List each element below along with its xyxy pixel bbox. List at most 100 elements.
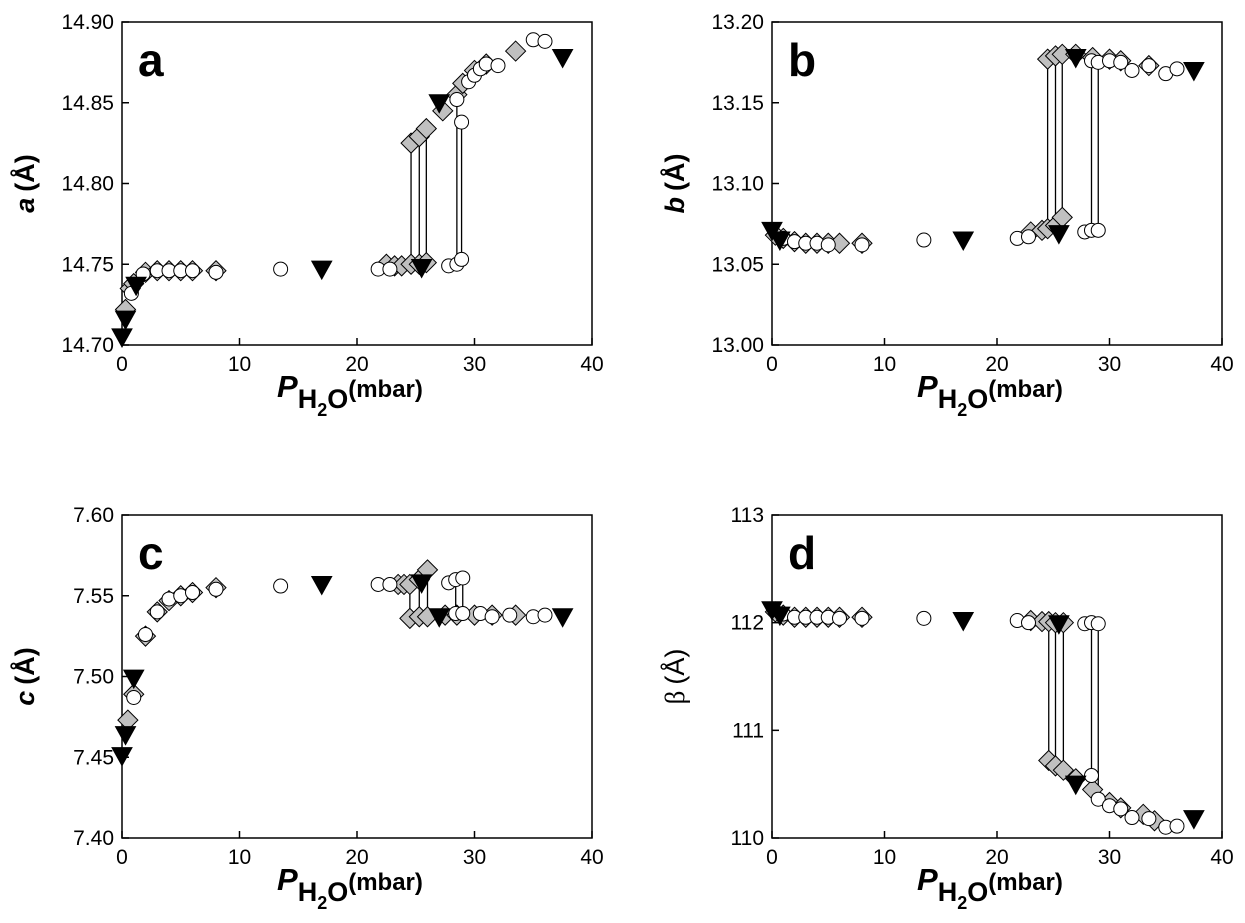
triangle-point [761, 221, 783, 242]
triangle-point [769, 606, 791, 627]
x-tick-label: 30 [1098, 846, 1121, 869]
x-tick-label: 30 [463, 353, 486, 376]
y-tick-label: 14.70 [61, 334, 114, 357]
panel-letter: c [138, 527, 164, 579]
y-axis-label: c (Å) [9, 647, 40, 706]
circle-point [185, 263, 200, 279]
x-axis-label-part: H [938, 877, 958, 907]
plot-frame [771, 514, 1223, 839]
x-axis-label-part: (mbar) [348, 376, 423, 403]
circle-point [854, 237, 870, 253]
triangle-point [410, 258, 433, 279]
circle-point [454, 251, 470, 267]
x-axis-label: PH2O(mbar) [917, 369, 1063, 420]
circle-point [455, 606, 471, 622]
x-tick-label: 30 [1098, 353, 1121, 376]
y-tick-label: 13.20 [711, 11, 764, 34]
plot-frame [121, 514, 593, 839]
circle-point [273, 578, 289, 594]
x-tick-label: 40 [1210, 353, 1233, 376]
panel: 110 111 112 113 0 10 20 30 40 PH2O(mbar) β (Å) d [659, 504, 1234, 913]
circle-point [382, 576, 398, 592]
x-tick-label: 10 [873, 846, 896, 869]
x-tick-label: 10 [228, 846, 251, 869]
circle-point [382, 261, 398, 277]
y-tick-label: 14.80 [61, 173, 114, 196]
circle-point [1169, 818, 1185, 834]
circle-point [820, 237, 836, 253]
x-axis-label: PH2O(mbar) [277, 369, 423, 420]
circle-point [537, 33, 553, 49]
x-tick-label: 20 [985, 846, 1008, 869]
circle-point [454, 114, 470, 130]
triangle-point [1064, 775, 1087, 796]
y-tick-label: 13.05 [711, 253, 764, 276]
triangle-point [551, 49, 574, 69]
y-tick-label: 13.00 [711, 334, 764, 357]
circle-point [1021, 229, 1036, 245]
panel: 14.70 14.75 14.80 14.85 14.90 0 10 20 30 40 PH2O(m… [9, 11, 604, 420]
y-tick-label: 13.10 [711, 173, 764, 196]
y-axis-symbol: a [10, 198, 40, 213]
y-tick-label: 113 [731, 504, 764, 527]
circle-point [1113, 54, 1129, 70]
y-tick-label: 7.50 [73, 666, 114, 689]
y-axis-unit: (Å) [659, 154, 690, 191]
x-tick-label: 30 [463, 846, 486, 869]
x-axis-label-part: O [327, 877, 348, 907]
y-axis-label: a (Å) [9, 154, 40, 213]
plot-frame [121, 21, 593, 346]
x-tick-label: 40 [580, 353, 603, 376]
circle-point [149, 604, 165, 620]
x-axis-label-part: O [327, 384, 348, 414]
y-tick-label: 7.40 [73, 827, 114, 850]
triangle-point [114, 310, 137, 331]
circle-point [1113, 801, 1129, 817]
x-tick-label: 20 [345, 846, 368, 869]
circle-point [484, 609, 500, 625]
x-axis-label-part: P [917, 369, 938, 404]
y-tick-label: 7.55 [73, 585, 114, 608]
triangle-point [952, 612, 975, 632]
triangle-point [111, 328, 133, 348]
y-axis-symbol: b [660, 197, 690, 214]
y-tick-label: 112 [731, 612, 764, 635]
x-axis-label-part: H [298, 877, 318, 907]
circle-point [449, 92, 465, 108]
x-axis-label-part: (mbar) [988, 869, 1063, 896]
circle-point [916, 232, 932, 248]
triangle-point [1064, 49, 1087, 69]
panel-letter: b [788, 34, 816, 86]
triangle-point [1183, 810, 1205, 830]
panel-letter: d [788, 527, 816, 579]
triangle-point [410, 574, 433, 594]
triangle-point [1183, 61, 1205, 82]
circle-point [502, 607, 518, 623]
x-tick-label: 0 [116, 353, 128, 376]
x-tick-label: 20 [985, 353, 1008, 376]
x-axis-label-part: (mbar) [988, 376, 1063, 403]
triangle-point [122, 669, 145, 690]
x-axis-label-part: 2 [317, 893, 327, 913]
x-axis-label-part: H [938, 384, 958, 414]
diamond-point [504, 40, 527, 62]
triangle-point [952, 231, 975, 252]
x-axis-label-part: 2 [957, 893, 967, 913]
y-axis-unit: (Å) [659, 649, 690, 685]
triangle-point [310, 260, 333, 281]
circle-point [1124, 62, 1140, 78]
circle-point [138, 627, 153, 643]
x-tick-label: 10 [228, 353, 251, 376]
x-axis-label: PH2O(mbar) [277, 862, 423, 913]
y-tick-label: 14.85 [61, 92, 114, 115]
circle-point [1141, 811, 1157, 827]
y-tick-label: 14.90 [61, 11, 114, 34]
panel: 13.00 13.05 13.10 13.15 13.20 0 10 20 30 40 PH2O(m… [659, 11, 1234, 420]
circle-point [490, 58, 506, 74]
triangle-point [428, 608, 451, 628]
circle-point [185, 585, 200, 601]
x-tick-label: 20 [345, 353, 368, 376]
x-axis-label-part: P [277, 369, 298, 404]
